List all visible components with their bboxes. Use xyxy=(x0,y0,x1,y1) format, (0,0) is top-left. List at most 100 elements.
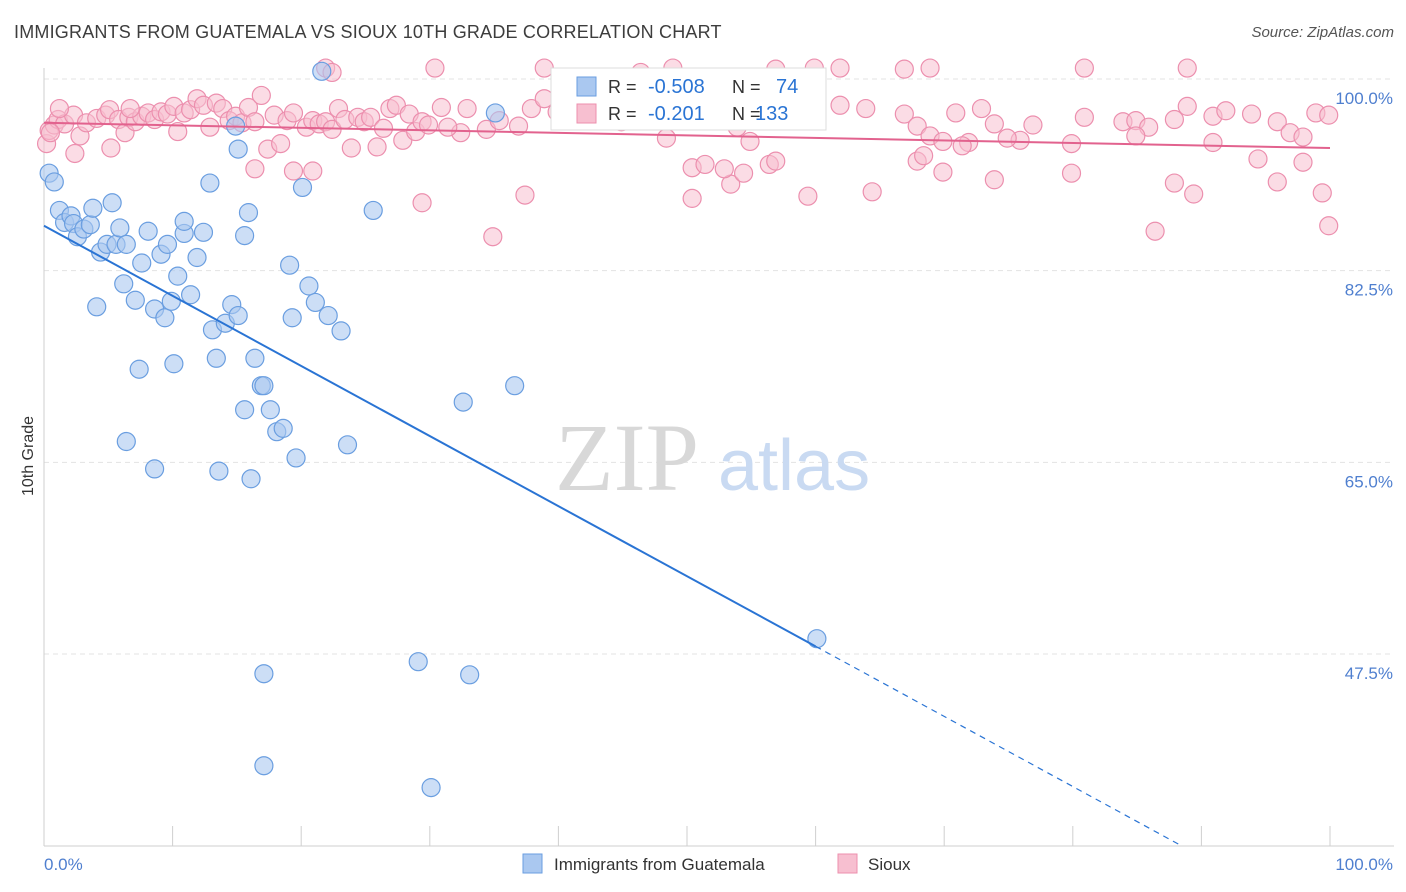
point-guatemala xyxy=(292,177,313,198)
legend-label-guatemala: Immigrants from Guatemala xyxy=(554,855,765,874)
trend-lines xyxy=(43,121,1331,847)
point-guatemala xyxy=(421,778,441,798)
point-guatemala xyxy=(87,297,107,317)
watermark-zip: ZIP xyxy=(555,404,699,511)
stats-box: R = -0.508 N = 74 R = -0.201 N = 133 xyxy=(550,67,827,131)
point-guatemala xyxy=(209,461,229,481)
point-sioux xyxy=(830,58,850,78)
point-guatemala xyxy=(282,308,302,328)
watermark: ZIP atlas xyxy=(555,404,870,511)
point-sioux xyxy=(438,117,458,137)
point-sioux xyxy=(856,98,876,119)
trend-line-sioux xyxy=(43,121,1331,149)
stats-pink-n-value: 133 xyxy=(755,103,788,125)
point-sioux xyxy=(367,137,387,157)
point-guatemala xyxy=(318,305,338,326)
stats-blue-n-label: N = xyxy=(732,77,761,97)
point-sioux xyxy=(894,104,914,124)
legend: Immigrants from Guatemala Sioux xyxy=(522,853,911,874)
axes: 100.0% 82.5% 65.0% 47.5% 0.0% 100.0% xyxy=(43,68,1394,874)
point-guatemala xyxy=(155,308,175,328)
point-sioux xyxy=(245,159,265,179)
point-guatemala xyxy=(408,652,428,672)
point-sioux xyxy=(283,161,304,181)
point-guatemala xyxy=(235,400,255,420)
point-sioux xyxy=(914,146,934,166)
legend-swatch-guatemala xyxy=(522,853,543,874)
point-sioux xyxy=(457,98,477,119)
point-sioux xyxy=(1319,216,1339,236)
point-sioux xyxy=(431,97,451,118)
point-sioux xyxy=(1293,127,1313,147)
point-guatemala xyxy=(102,193,122,213)
point-sioux xyxy=(101,138,121,158)
point-sioux xyxy=(920,58,940,78)
y-tick-label: 47.5% xyxy=(1345,664,1393,683)
point-sioux xyxy=(1312,183,1332,203)
point-sioux xyxy=(714,159,734,179)
point-sioux xyxy=(515,185,535,205)
point-guatemala xyxy=(114,274,134,294)
point-sioux xyxy=(798,186,818,206)
legend-swatch-sioux xyxy=(837,853,858,874)
point-sioux xyxy=(952,136,972,156)
point-guatemala xyxy=(505,376,525,396)
point-sioux xyxy=(412,193,432,213)
point-sioux xyxy=(1267,172,1287,192)
point-guatemala xyxy=(206,348,226,368)
point-sioux xyxy=(1164,109,1184,130)
point-sioux xyxy=(251,85,271,106)
stats-pink-r-label: R = xyxy=(608,104,637,124)
watermark-atlas: atlas xyxy=(718,426,870,506)
source-credit: Source: ZipAtlas.com xyxy=(1251,24,1394,41)
point-guatemala xyxy=(110,218,130,238)
point-guatemala xyxy=(254,664,274,684)
point-sioux xyxy=(1177,96,1197,116)
point-sioux xyxy=(65,143,85,164)
point-sioux xyxy=(830,95,850,115)
point-guatemala xyxy=(460,665,480,685)
point-guatemala xyxy=(83,198,103,218)
point-sioux xyxy=(1023,115,1043,135)
point-sioux xyxy=(508,116,529,136)
point-guatemala xyxy=(80,215,100,235)
point-sioux xyxy=(483,227,503,247)
point-sioux xyxy=(740,131,760,152)
point-sioux xyxy=(1293,152,1313,172)
stats-pink-r-value: -0.201 xyxy=(648,103,705,125)
point-guatemala xyxy=(453,392,473,412)
stats-blue-n-value: 74 xyxy=(776,76,798,98)
legend-label-sioux: Sioux xyxy=(868,855,911,874)
point-guatemala xyxy=(144,459,165,479)
point-sioux xyxy=(303,161,323,181)
point-sioux xyxy=(341,138,361,158)
point-sioux xyxy=(1267,112,1287,132)
point-sioux xyxy=(521,98,541,119)
point-guatemala xyxy=(305,292,325,313)
trend-line-guatemala xyxy=(43,224,817,648)
point-sioux xyxy=(1248,149,1268,169)
point-guatemala xyxy=(228,305,248,326)
point-guatemala xyxy=(238,203,259,223)
point-sioux xyxy=(1319,105,1339,125)
point-guatemala xyxy=(125,290,145,310)
point-guatemala xyxy=(280,255,300,275)
point-sioux xyxy=(1177,58,1197,78)
point-guatemala xyxy=(337,435,358,455)
point-guatemala xyxy=(312,61,332,81)
point-guatemala xyxy=(245,348,265,368)
point-sioux xyxy=(971,98,992,119)
point-sioux xyxy=(907,116,927,136)
point-sioux xyxy=(49,98,70,119)
point-sioux xyxy=(997,128,1017,148)
point-sioux xyxy=(984,170,1004,190)
stats-blue-r-value: -0.508 xyxy=(648,76,705,98)
point-sioux xyxy=(894,59,914,79)
point-sioux xyxy=(120,98,140,119)
point-guatemala xyxy=(331,321,351,341)
point-sioux xyxy=(1164,173,1184,193)
point-sioux xyxy=(361,107,381,127)
point-guatemala xyxy=(228,139,248,159)
point-guatemala xyxy=(260,400,280,420)
